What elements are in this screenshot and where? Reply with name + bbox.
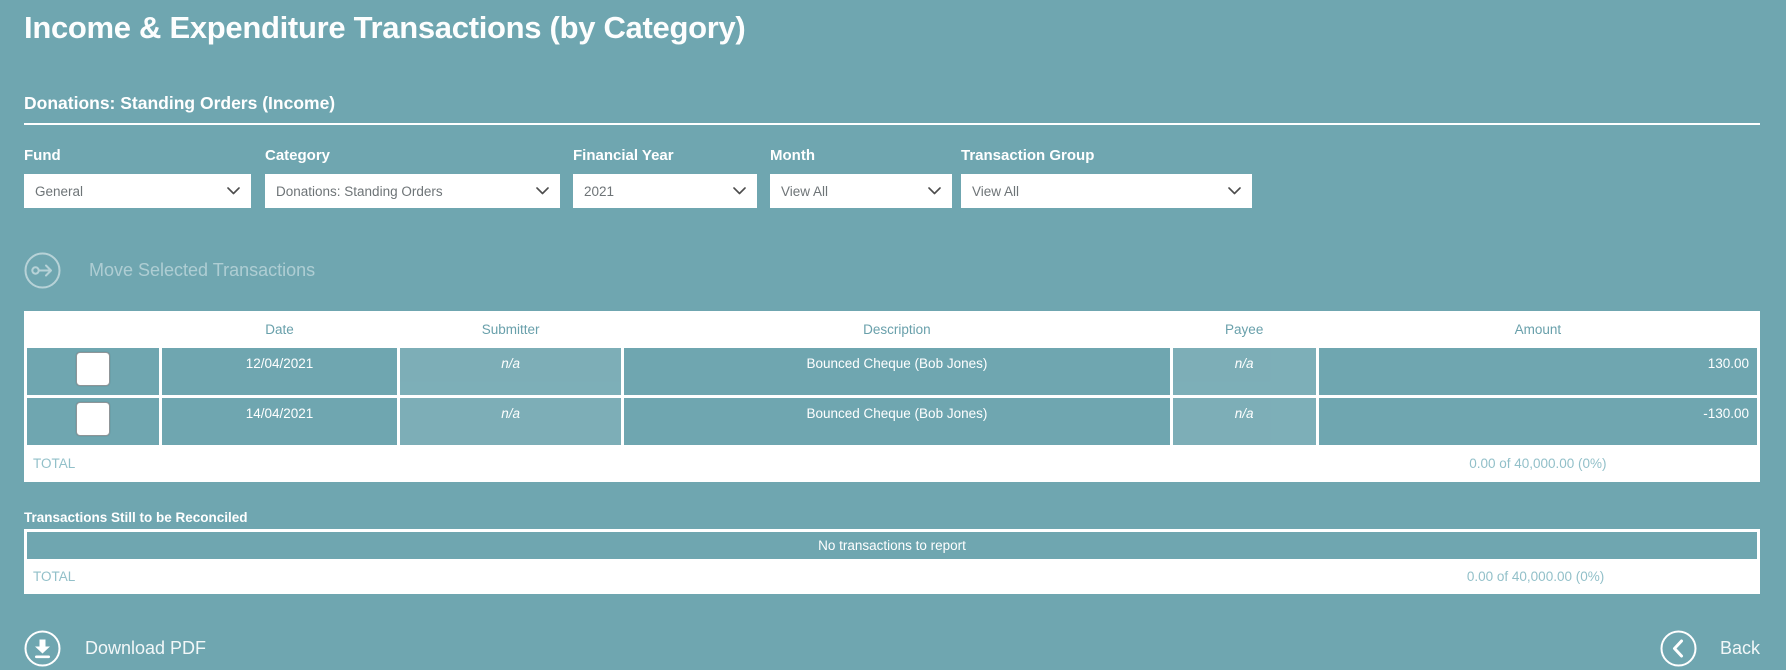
amount-column-header: Amount: [1318, 314, 1757, 345]
move-selected-transactions-button[interactable]: Move Selected Transactions: [24, 252, 1760, 289]
transactions-table: Date Submitter Description Payee Amount …: [24, 311, 1760, 482]
transaction-group-selected-value: View All: [972, 183, 1020, 199]
payee-cell: n/a: [1172, 398, 1316, 445]
reconcile-total-label: TOTAL: [33, 569, 76, 584]
reconcile-table: No transactions to report TOTAL 0.00 of …: [24, 529, 1760, 594]
reconcile-empty-message: No transactions to report: [27, 532, 1757, 559]
month-select[interactable]: View All: [770, 174, 952, 208]
chevron-down-icon: [227, 187, 240, 195]
transaction-group-select[interactable]: View All: [961, 174, 1252, 208]
page-title: Income & Expenditure Transactions (by Ca…: [24, 10, 746, 45]
month-selected-value: View All: [781, 183, 829, 199]
back-button[interactable]: Back: [1660, 630, 1760, 667]
category-label: Category: [265, 147, 331, 164]
submitter-cell: n/a: [400, 398, 622, 445]
submitter-cell: n/a: [400, 348, 622, 395]
category-subtitle: Donations: Standing Orders (Income): [24, 93, 336, 113]
submitter-column-header: Submitter: [400, 314, 622, 345]
chevron-down-icon: [928, 187, 941, 195]
financial-year-label: Financial Year: [573, 147, 674, 164]
reconcile-total-row: TOTAL 0.00 of 40,000.00 (0%): [27, 562, 1757, 591]
back-chevron-icon: [1660, 630, 1697, 667]
total-value: 0.00 of 40,000.00 (0%): [1318, 448, 1757, 479]
bottom-bar: Download PDF Back: [24, 630, 1760, 667]
date-column-header: Date: [162, 314, 397, 345]
category-select[interactable]: Donations: Standing Orders: [265, 174, 560, 208]
table-total-row: TOTAL 0.00 of 40,000.00 (0%): [27, 448, 1757, 479]
financial-year-selected-value: 2021: [584, 183, 615, 199]
chevron-down-icon: [536, 187, 549, 195]
move-selected-label: Move Selected Transactions: [89, 260, 316, 280]
reconcile-total-value: 0.00 of 40,000.00 (0%): [1466, 569, 1605, 584]
amount-cell: -130.00: [1318, 398, 1757, 445]
month-label: Month: [770, 147, 815, 164]
table-row: 12/04/2021 n/a Bounced Cheque (Bob Jones…: [27, 348, 1757, 395]
title-divider: [24, 123, 1760, 125]
amount-cell: 130.00: [1318, 348, 1757, 395]
move-transactions-icon: [24, 252, 61, 289]
fund-label: Fund: [24, 147, 61, 164]
description-cell: Bounced Cheque (Bob Jones): [624, 348, 1170, 395]
fund-selected-value: General: [35, 183, 84, 199]
category-selected-value: Donations: Standing Orders: [276, 183, 443, 199]
total-label: TOTAL: [27, 448, 1316, 479]
description-column-header: Description: [624, 314, 1170, 345]
row-checkbox[interactable]: [76, 352, 111, 386]
checkbox-column-header: [27, 314, 160, 345]
back-label: Back: [1719, 638, 1760, 658]
filter-category: Category Donations: Standing Orders: [265, 147, 560, 208]
filter-month: Month View All: [770, 147, 952, 208]
checkbox-cell: [27, 348, 160, 395]
transaction-group-label: Transaction Group: [961, 147, 1095, 164]
checkbox-cell: [27, 398, 160, 445]
table-row: 14/04/2021 n/a Bounced Cheque (Bob Jones…: [27, 398, 1757, 445]
chevron-down-icon: [733, 187, 746, 195]
description-cell: Bounced Cheque (Bob Jones): [624, 398, 1170, 445]
download-pdf-label: Download PDF: [85, 638, 207, 658]
filter-financial-year: Financial Year 2021: [573, 147, 757, 208]
date-cell: 12/04/2021: [162, 348, 397, 395]
reconcile-section-heading: Transactions Still to be Reconciled: [24, 510, 248, 525]
filters-bar: Fund General Category Donations: Standin…: [24, 147, 1760, 208]
date-cell: 14/04/2021: [162, 398, 397, 445]
fund-select[interactable]: General: [24, 174, 251, 208]
row-checkbox[interactable]: [76, 402, 111, 436]
chevron-down-icon: [1228, 187, 1241, 195]
filter-transaction-group: Transaction Group View All: [961, 147, 1252, 208]
download-icon: [24, 630, 61, 667]
financial-year-select[interactable]: 2021: [573, 174, 757, 208]
table-header-row: Date Submitter Description Payee Amount: [27, 314, 1757, 345]
payee-cell: n/a: [1172, 348, 1316, 395]
filter-fund: Fund General: [24, 147, 251, 208]
download-pdf-button[interactable]: Download PDF: [24, 630, 206, 667]
payee-column-header: Payee: [1172, 314, 1316, 345]
